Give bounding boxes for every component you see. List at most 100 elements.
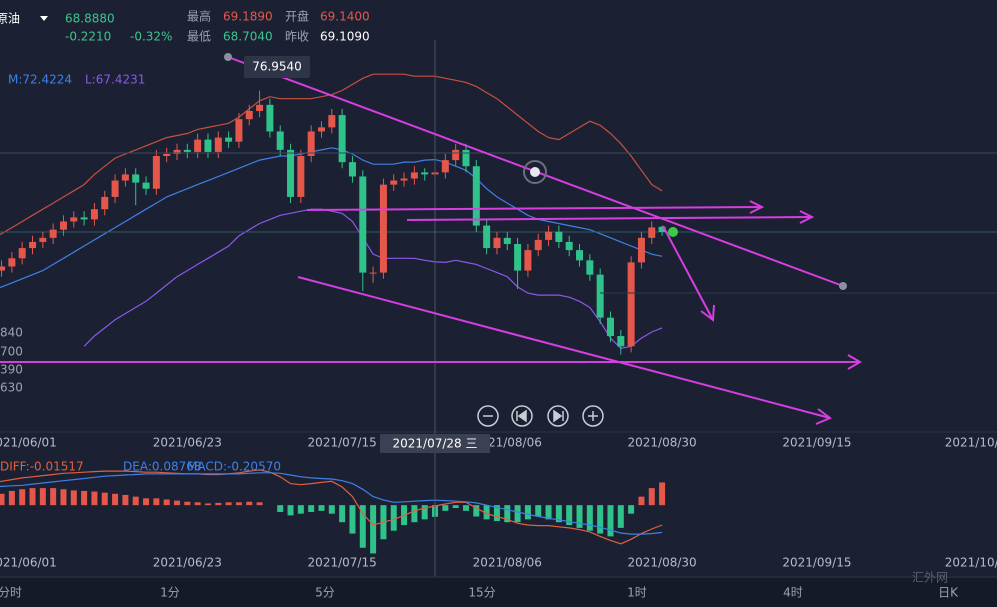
macd-bar — [659, 482, 666, 506]
handle-ring[interactable] — [523, 160, 547, 184]
macd-bar — [194, 502, 201, 506]
band-line — [0, 73, 663, 236]
macd-bar — [235, 502, 242, 506]
macd-bar — [101, 492, 108, 506]
candle-body — [379, 184, 387, 273]
timeframe[interactable]: 1分 — [160, 586, 180, 600]
timeframe[interactable]: 5分 — [315, 586, 335, 600]
trend-line[interactable] — [297, 276, 831, 419]
prev-close-label: 昨收 — [285, 30, 309, 44]
timeframe[interactable]: 15分 — [468, 586, 495, 600]
macd-bar — [586, 505, 593, 531]
macd-bar — [483, 505, 490, 520]
macd-bar — [370, 505, 377, 554]
timeframe[interactable]: 分时 — [0, 586, 22, 600]
candle-body — [503, 237, 511, 244]
candle-body — [534, 239, 542, 251]
candle-body — [49, 229, 57, 238]
macd-bar — [163, 499, 170, 506]
icon — [517, 409, 527, 423]
candle-body — [183, 149, 191, 152]
macd-bar — [246, 501, 253, 506]
macd-bar — [112, 493, 119, 506]
step-back[interactable] — [511, 405, 533, 427]
axis-labels: M:72.4224 L:67.4231 2021/06/01 2021/06/23 20… — [0, 73, 997, 570]
live-dot — [668, 227, 678, 237]
macd-bar — [493, 505, 500, 522]
x-tick-label: 2021/06/23 — [153, 436, 222, 450]
crosshair-date: 2021/07/28 三 — [393, 437, 478, 451]
macd-bar — [638, 496, 645, 506]
price-label: 840 — [0, 326, 23, 340]
trend-line[interactable] — [406, 216, 813, 221]
change-pct: -0.32% — [130, 30, 172, 44]
macd-bar — [555, 505, 562, 523]
trend-line[interactable] — [662, 225, 714, 321]
macd-bar — [452, 505, 459, 508]
macd-bar — [174, 500, 181, 506]
x-tick-label: 2021/06/01 — [0, 556, 57, 570]
candle-body — [338, 115, 346, 163]
arrowhead — [749, 200, 765, 214]
legend-entry: MACD:-0.20570 — [187, 460, 281, 474]
x-tick-label: 2021/08/30 — [628, 436, 697, 450]
x-tick-label: 2021/06/01 — [0, 436, 57, 450]
arrowhead — [815, 408, 832, 425]
macd-bar — [132, 496, 139, 506]
macd-bar — [462, 505, 469, 511]
macd-bar — [607, 505, 614, 537]
zoom-out[interactable] — [477, 405, 499, 427]
macd-bar — [648, 488, 655, 506]
x-tick-label: 2021/08/06 — [473, 556, 542, 570]
candle-body — [276, 131, 284, 150]
macd-bar — [91, 491, 98, 506]
handle[interactable] — [530, 167, 540, 177]
symbol[interactable]: 原油 — [0, 12, 20, 26]
timeframe[interactable]: 4时 — [783, 586, 803, 600]
candle-body — [617, 336, 625, 347]
candle-body — [90, 209, 98, 220]
candle-body — [214, 137, 222, 152]
timeframe[interactable]: 日K — [938, 586, 959, 600]
handle[interactable] — [224, 53, 232, 61]
candle-body — [514, 243, 522, 271]
zoom-in[interactable] — [582, 405, 604, 427]
candle-body — [555, 231, 563, 242]
candle-body — [8, 258, 16, 267]
timeframe-bar — [0, 578, 997, 607]
macd-bar — [339, 505, 346, 523]
macd-bar — [184, 501, 191, 506]
macd-bar — [545, 505, 552, 520]
cursor-value: 76.9540 — [252, 60, 302, 74]
candle-body — [101, 196, 109, 210]
candle-body — [173, 149, 181, 154]
macd-bar — [359, 505, 366, 548]
macd-bar — [504, 505, 511, 523]
prev-close-value: 69.1090 — [320, 30, 370, 44]
candle-body — [70, 217, 78, 222]
timeframe[interactable]: 1时 — [627, 586, 647, 600]
candle-body — [163, 153, 171, 157]
dropdown-icon[interactable] — [40, 16, 48, 21]
macd-bar — [277, 505, 284, 512]
trend-line[interactable] — [306, 206, 763, 211]
candle-body — [348, 162, 356, 177]
candle-body — [287, 149, 295, 197]
candle-body — [606, 317, 614, 337]
cursor-value-box — [244, 56, 310, 78]
low-label: 最低 — [187, 30, 211, 44]
candle-body — [421, 172, 429, 175]
candle-body — [132, 174, 140, 183]
candle-body — [637, 237, 645, 263]
macd-bar — [411, 505, 418, 523]
macd-bar — [122, 494, 129, 506]
candle-body — [204, 139, 212, 152]
step-forward[interactable] — [547, 405, 569, 427]
macd-bar — [0, 493, 5, 506]
price-label: 630 — [0, 381, 23, 395]
handle[interactable] — [839, 282, 847, 290]
macd-line — [0, 472, 663, 535]
macd-bar — [421, 505, 428, 520]
x-tick-label: 2021/10/ — [945, 436, 997, 450]
candle-body — [59, 221, 67, 230]
